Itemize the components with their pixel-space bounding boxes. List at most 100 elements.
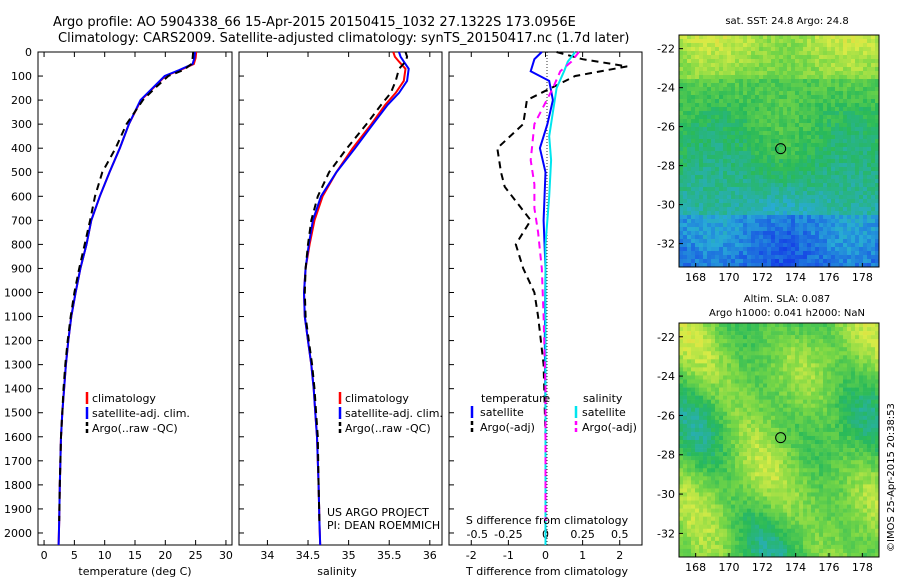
heatmap-cell	[727, 47, 732, 52]
heatmap-cell	[739, 111, 744, 116]
heatmap-cell	[731, 163, 736, 168]
heatmap-cell	[875, 195, 880, 200]
heatmap-cell	[763, 79, 768, 84]
heatmap-cell	[751, 67, 756, 72]
heatmap-cell	[723, 139, 728, 144]
heatmap-cell	[811, 75, 816, 80]
heatmap-cell	[843, 83, 848, 88]
heatmap-cell	[843, 435, 848, 441]
heatmap-cell	[691, 47, 696, 52]
heatmap-cell	[871, 363, 876, 368]
heatmap-cell	[823, 255, 828, 260]
heatmap-cell	[707, 203, 712, 208]
heatmap-cell	[823, 215, 828, 220]
heatmap-cell	[871, 452, 876, 457]
heatmap-cell	[755, 464, 760, 469]
heatmap-cell	[775, 191, 780, 196]
heatmap-cell	[707, 251, 712, 256]
heatmap-cell	[683, 119, 688, 124]
heatmap-cell	[743, 375, 748, 380]
heatmap-cell	[751, 163, 756, 168]
project-label: US ARGO PROJECT	[327, 506, 429, 519]
heatmap-cell	[755, 99, 760, 104]
heatmap-cell	[683, 367, 688, 372]
heatmap-cell	[863, 351, 868, 356]
heatmap-cell	[695, 219, 700, 224]
heatmap-cell	[723, 399, 728, 404]
heatmap-cell	[775, 435, 780, 441]
heatmap-cell	[799, 151, 804, 156]
heatmap-cell	[687, 247, 692, 252]
heatmap-cell	[783, 427, 788, 433]
heatmap-cell	[863, 147, 868, 152]
heatmap-cell	[791, 427, 796, 433]
salinity-panel-frame	[238, 51, 443, 546]
heatmap-cell	[707, 415, 712, 421]
heatmap-cell	[787, 139, 792, 144]
y-tick-label: 700	[11, 214, 32, 227]
heatmap-cell	[679, 263, 684, 268]
heatmap-cell	[815, 223, 820, 228]
heatmap-cell	[703, 211, 708, 216]
heatmap-cell	[767, 215, 772, 220]
heatmap-cell	[735, 135, 740, 140]
heatmap-cell	[731, 444, 736, 449]
heatmap-cell	[811, 339, 816, 344]
heatmap-cell	[711, 468, 716, 473]
heatmap-cell	[843, 151, 848, 156]
heatmap-cell	[679, 139, 684, 144]
heatmap-cell	[719, 327, 724, 332]
heatmap-cell	[767, 135, 772, 140]
heatmap-cell	[783, 367, 788, 372]
heatmap-cell	[867, 171, 872, 176]
heatmap-cell	[819, 448, 824, 453]
heatmap-cell	[819, 219, 824, 224]
heatmap-cell	[839, 75, 844, 80]
heatmap-cell	[703, 391, 708, 396]
heatmap-cell	[695, 419, 700, 425]
heatmap-cell	[731, 147, 736, 152]
heatmap-cell	[691, 143, 696, 148]
heatmap-cell	[835, 464, 840, 469]
heatmap-cell	[759, 331, 764, 336]
heatmap-cell	[835, 440, 840, 445]
heatmap-cell	[827, 195, 832, 200]
heatmap-cell	[767, 151, 772, 156]
heatmap-cell	[875, 39, 880, 44]
heatmap-cell	[731, 83, 736, 88]
heatmap-cell	[703, 460, 708, 465]
heatmap-cell	[771, 39, 776, 44]
map-y-tick-label: -32	[657, 238, 675, 251]
salinity-x-label: salinity	[317, 565, 357, 578]
heatmap-cell	[695, 107, 700, 112]
heatmap-cell	[763, 99, 768, 104]
heatmap-cell	[763, 355, 768, 360]
heatmap-cell	[867, 59, 872, 64]
heatmap-cell	[835, 51, 840, 56]
heatmap-cell	[715, 231, 720, 236]
heatmap-cell	[775, 243, 780, 248]
heatmap-cell	[683, 427, 688, 433]
heatmap-cell	[815, 83, 820, 88]
heatmap-cell	[707, 343, 712, 348]
heatmap-cell	[755, 191, 760, 196]
heatmap-cell	[703, 95, 708, 100]
heatmap-cell	[871, 327, 876, 332]
heatmap-cell	[715, 83, 720, 88]
heatmap-cell	[739, 139, 744, 144]
heatmap-cell	[703, 143, 708, 148]
heatmap-cell	[735, 147, 740, 152]
heatmap-cell	[819, 107, 824, 112]
heatmap-cell	[727, 123, 732, 128]
heatmap-cell	[719, 387, 724, 392]
heatmap-cell	[703, 71, 708, 76]
heatmap-cell	[831, 83, 836, 88]
heatmap-cell	[795, 251, 800, 256]
y-tick-label: 1100	[4, 311, 32, 324]
heatmap-cell	[739, 407, 744, 413]
heatmap-cell	[767, 191, 772, 196]
heatmap-cell	[747, 95, 752, 100]
heatmap-cell	[831, 371, 836, 376]
heatmap-cell	[863, 123, 868, 128]
heatmap-cell	[867, 448, 872, 453]
